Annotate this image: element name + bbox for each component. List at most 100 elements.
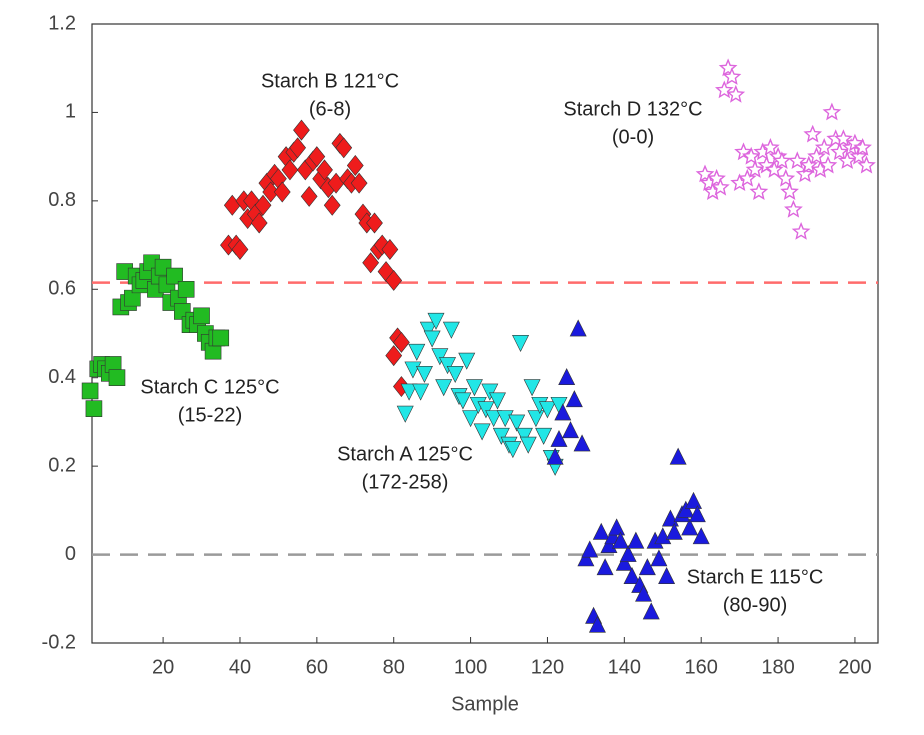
data-point	[362, 252, 380, 274]
data-point	[262, 181, 280, 203]
annotation: Starch B 121°C	[261, 70, 399, 92]
data-point	[177, 280, 195, 298]
data-point	[465, 379, 483, 397]
data-point	[396, 405, 414, 423]
data-point	[81, 382, 99, 400]
data-point	[439, 357, 457, 375]
data-point	[764, 160, 784, 178]
data-point	[577, 549, 595, 567]
data-point	[665, 522, 683, 540]
data-point	[85, 400, 103, 417]
data-point	[400, 383, 418, 401]
data-point	[822, 102, 842, 121]
data-point	[385, 269, 403, 291]
x-tick-label: 100	[454, 656, 487, 678]
data-point	[508, 414, 526, 432]
data-point	[830, 142, 849, 161]
annotation: Starch A 125°C	[337, 443, 473, 465]
annotation: (15-22)	[178, 404, 242, 426]
data-point	[323, 194, 341, 216]
data-point	[108, 369, 126, 387]
data-point	[791, 221, 811, 240]
y-tick-label: -0.2	[42, 631, 76, 653]
x-tick-label: 140	[608, 656, 641, 678]
data-point	[807, 146, 826, 165]
data-point	[512, 335, 530, 353]
data-point	[627, 531, 645, 549]
data-point	[737, 168, 757, 187]
annotation: Starch C 125°C	[140, 376, 279, 398]
data-point	[558, 368, 576, 386]
y-tick-label: 0.8	[48, 189, 76, 211]
data-point	[799, 155, 819, 174]
x-tick-label: 80	[383, 656, 405, 678]
data-point	[408, 343, 426, 361]
data-point	[818, 155, 838, 174]
data-point	[565, 390, 583, 408]
data-point	[741, 146, 761, 165]
data-point	[350, 172, 368, 194]
annotation: Starch E 115°C	[687, 566, 824, 588]
data-point	[814, 137, 834, 156]
data-point	[619, 544, 637, 562]
data-point	[581, 540, 599, 558]
data-point	[784, 199, 803, 218]
data-point	[254, 194, 272, 216]
data-point	[592, 522, 610, 540]
annotation: (172-258)	[362, 471, 449, 493]
data-point	[596, 558, 614, 576]
data-point	[692, 527, 710, 545]
data-point	[722, 67, 742, 85]
data-point	[623, 567, 641, 584]
data-point	[803, 124, 823, 143]
data-point	[427, 312, 445, 330]
y-tick-label: 0	[65, 543, 76, 565]
data-point	[419, 321, 437, 339]
data-point	[473, 423, 491, 441]
data-point	[446, 365, 464, 383]
data-point	[849, 146, 869, 165]
data-point	[523, 379, 541, 397]
data-point	[546, 447, 564, 465]
data-point	[642, 602, 660, 620]
data-point	[346, 155, 364, 176]
x-axis-label: Sample	[451, 693, 519, 715]
data-point	[231, 239, 249, 260]
data-point	[289, 137, 307, 159]
x-tick-label: 60	[306, 656, 328, 678]
data-point	[554, 403, 572, 421]
data-point	[481, 383, 499, 401]
x-tick-label: 40	[229, 656, 251, 678]
y-tick-label: 0.4	[48, 366, 76, 388]
x-tick-label: 20	[152, 656, 174, 678]
data-point	[335, 137, 353, 159]
data-point	[366, 212, 383, 234]
data-point	[393, 331, 410, 353]
data-point	[608, 518, 626, 536]
data-point	[527, 410, 545, 428]
data-point	[423, 330, 441, 348]
data-point	[477, 401, 495, 419]
data-point	[562, 421, 580, 439]
data-point	[638, 558, 656, 576]
data-point	[853, 137, 872, 156]
data-point	[714, 80, 734, 99]
data-point	[749, 182, 769, 200]
data-point	[454, 392, 472, 410]
y-tick-label: 0.2	[48, 454, 76, 476]
x-tick-label: 160	[685, 656, 718, 678]
data-point	[381, 239, 399, 260]
data-point	[677, 500, 695, 518]
annotation: Starch D 132°C	[563, 98, 702, 120]
data-point	[658, 567, 676, 584]
annotation: (0-0)	[612, 126, 654, 148]
data-point	[515, 427, 533, 445]
y-tick-label: 0.6	[48, 278, 76, 300]
data-point	[538, 401, 556, 419]
data-point	[193, 307, 210, 325]
data-point	[485, 410, 503, 428]
data-point	[273, 181, 291, 203]
data-point	[492, 427, 510, 445]
data-point	[496, 410, 514, 428]
